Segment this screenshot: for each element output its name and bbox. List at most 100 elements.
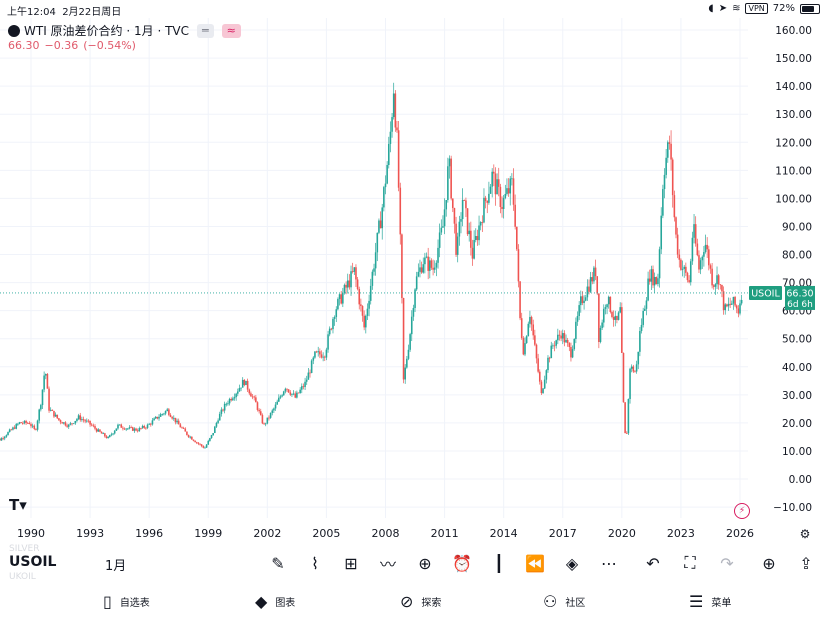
candle-body bbox=[468, 230, 471, 235]
x-tick-label: 2008 bbox=[372, 527, 400, 540]
candle-body bbox=[243, 379, 246, 386]
candle-body bbox=[241, 379, 244, 388]
price-chart[interactable]: −10.000.0010.0020.0030.0040.0050.0060.00… bbox=[0, 18, 828, 544]
candle-body bbox=[5, 435, 8, 437]
candle-body bbox=[117, 424, 119, 429]
candle-body bbox=[389, 131, 392, 144]
candle-body bbox=[110, 434, 113, 436]
candle-body bbox=[296, 392, 298, 398]
candle-body bbox=[43, 375, 45, 390]
candle-body bbox=[182, 427, 185, 429]
wave-icon[interactable]: ≈ bbox=[221, 23, 241, 38]
candle-body bbox=[530, 316, 533, 325]
more-icon[interactable]: ⋯ bbox=[601, 553, 617, 573]
candle-body bbox=[143, 425, 146, 428]
candle-body bbox=[630, 366, 633, 369]
ghost-symbol-below: UKOIL bbox=[9, 572, 36, 582]
candle-body bbox=[369, 285, 372, 301]
chart-legend[interactable]: WTI 原油差价合约 · 1月 · TVC ═ ≈ bbox=[8, 22, 241, 39]
price-change: −0.36 bbox=[44, 39, 79, 52]
candle-body bbox=[609, 296, 612, 312]
y-tick-label: 130.00 bbox=[775, 109, 812, 121]
candle-body bbox=[361, 306, 364, 316]
status-right: ◖ ➤ ≋ VPN 72% bbox=[708, 3, 820, 14]
nav-chart[interactable]: ◆ 图表 bbox=[255, 592, 295, 611]
candle-body bbox=[81, 419, 83, 420]
candle-body bbox=[473, 240, 475, 259]
candle-body bbox=[128, 427, 131, 429]
nav-menu-label: 菜单 bbox=[711, 598, 732, 609]
candle-body bbox=[460, 219, 462, 222]
x-tick-label: 2023 bbox=[667, 527, 695, 540]
candle-body bbox=[553, 345, 556, 347]
candle-body bbox=[133, 428, 136, 431]
candle-body bbox=[640, 324, 643, 331]
lightning-icon[interactable]: ⚡ bbox=[734, 503, 750, 519]
candle-body bbox=[250, 393, 252, 397]
candle-body bbox=[555, 340, 557, 346]
candle-body bbox=[56, 414, 59, 419]
redo-icon[interactable]: ↷ bbox=[720, 553, 734, 573]
candle-body bbox=[66, 425, 68, 427]
candle-body bbox=[515, 226, 518, 250]
templates-icon[interactable]: ⊞ bbox=[344, 553, 358, 573]
add-icon[interactable]: ⊕ bbox=[418, 553, 432, 573]
candle-body bbox=[662, 189, 664, 216]
candle-body bbox=[248, 389, 251, 394]
share-icon[interactable]: ⇪ bbox=[799, 553, 813, 573]
minus-icon[interactable]: ═ bbox=[197, 23, 214, 38]
candle-body bbox=[340, 294, 342, 304]
candle-body bbox=[688, 280, 690, 283]
nav-menu[interactable]: ☰ 菜单 bbox=[689, 592, 731, 611]
chart-type-icon[interactable]: ┃ bbox=[494, 553, 504, 573]
alert-icon[interactable]: ⏰ bbox=[452, 553, 472, 573]
candle-body bbox=[156, 416, 159, 419]
candle-body bbox=[130, 427, 132, 429]
undo-icon[interactable]: ↶ bbox=[646, 553, 660, 573]
candle-body bbox=[399, 187, 402, 235]
nav-community[interactable]: ⚇ 社区 bbox=[543, 592, 585, 611]
idea-icon[interactable]: ⊕ bbox=[762, 553, 776, 573]
candle-body bbox=[465, 200, 467, 209]
symbol-badge[interactable] bbox=[749, 285, 782, 300]
candle-body bbox=[689, 261, 692, 283]
candle-body bbox=[704, 244, 707, 253]
candle-body bbox=[716, 275, 718, 285]
candle-body bbox=[668, 142, 671, 144]
candle-body bbox=[263, 423, 265, 425]
settings-gear-icon[interactable]: ⚙ bbox=[800, 527, 811, 541]
candle-body bbox=[545, 370, 548, 380]
candle-body bbox=[176, 420, 178, 423]
interval-selector[interactable]: 1月 bbox=[105, 559, 127, 574]
nav-watchlist[interactable]: ▯ 自选表 bbox=[103, 592, 150, 611]
replay-icon[interactable]: ⏪ bbox=[525, 553, 545, 573]
candle-body bbox=[235, 393, 237, 398]
nav-watchlist-label: 自选表 bbox=[119, 598, 150, 609]
candle-body bbox=[371, 271, 374, 286]
candle-body bbox=[305, 379, 308, 382]
tradingview-logo-icon[interactable]: T▾ bbox=[9, 496, 27, 514]
candle-body bbox=[392, 93, 395, 118]
candle-body bbox=[97, 429, 100, 432]
draw-icon[interactable]: ✎ bbox=[271, 553, 285, 573]
layers-icon[interactable]: ◈ bbox=[565, 553, 579, 573]
candle-body bbox=[276, 401, 278, 405]
x-tick-label: 2020 bbox=[608, 527, 636, 540]
nav-explore[interactable]: ⊘ 探索 bbox=[400, 592, 441, 611]
candle-body bbox=[205, 444, 208, 448]
fullscreen-icon[interactable]: ⛶ bbox=[684, 553, 696, 572]
candle-body bbox=[186, 431, 188, 435]
indicators-icon[interactable]: ⌇ bbox=[311, 553, 319, 573]
candle-body bbox=[717, 275, 720, 285]
price-badge-value: 66.30 bbox=[786, 288, 813, 299]
y-tick-label: 0.00 bbox=[789, 474, 812, 486]
y-tick-label: 50.00 bbox=[782, 334, 812, 346]
candle-body bbox=[17, 423, 19, 425]
candle-body bbox=[550, 345, 553, 359]
candle-body bbox=[406, 358, 408, 368]
candle-body bbox=[0, 438, 1, 441]
candle-body bbox=[583, 300, 585, 304]
symbol-selector[interactable]: USOIL bbox=[9, 554, 57, 570]
candle-body bbox=[61, 422, 63, 424]
compare-icon[interactable]: 〰 bbox=[379, 555, 396, 574]
